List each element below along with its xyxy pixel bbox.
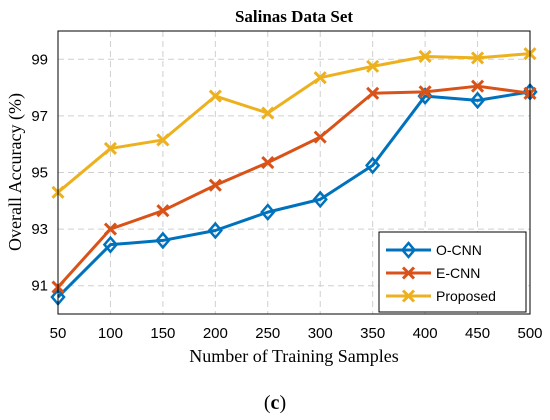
y-tick-label: 97 [31,108,48,125]
data-point [366,59,380,73]
data-point [208,178,222,192]
data-point [469,91,486,110]
data-point [261,106,275,120]
series-line [57,52,531,194]
x-tick-label: 150 [150,325,175,342]
data-point [156,133,170,147]
x-tick-label: 100 [98,325,123,342]
x-tick-label: 500 [517,325,542,342]
y-tick-label: 95 [31,165,48,182]
data-point [102,235,119,254]
series-line [56,90,531,299]
data-point [366,86,380,100]
data-point [156,204,170,218]
x-axis-label: Number of Training Samples [189,346,399,366]
legend-entry: Proposed [386,288,496,304]
data-point [313,130,327,144]
y-axis-label: Overall Accuracy (%) [5,93,26,251]
data-point [260,203,276,222]
caption-open-paren: ( [264,392,271,414]
data-point [261,156,275,170]
x-tick-label: 250 [255,325,280,342]
data-point [207,221,223,240]
x-tick-labels: 50 100 150 200 250 300 350 400 450 500 [50,325,543,342]
data-point [313,71,327,85]
series-line [56,84,531,289]
data-point [155,231,171,250]
data-point [418,49,432,64]
data-point [312,190,328,209]
data-point [103,141,118,156]
y-tick-label: 91 [31,278,48,295]
series-e-cnn [51,79,537,294]
legend-entry: E-CNN [386,265,480,281]
caption-letter: c [271,392,280,414]
caption-close-paren: ) [279,392,286,414]
x-tick-label: 300 [308,325,333,342]
x-tick-label: 350 [360,325,385,342]
legend-label: E-CNN [436,265,480,281]
data-point [470,51,485,65]
x-tick-label: 450 [465,325,490,342]
data-point [470,79,485,93]
legend-label: Proposed [436,288,496,304]
y-tick-label: 93 [31,221,48,238]
x-tick-label: 200 [203,325,228,342]
y-tick-label: 99 [31,51,48,68]
legend-marker [401,289,416,303]
x-tick-label: 50 [50,325,67,342]
series-proposed [51,47,537,199]
legend-label: O-CNN [436,242,482,258]
data-point [208,89,222,103]
data-point [365,156,381,175]
x-tick-label: 400 [413,325,438,342]
series-layer [50,47,538,306]
plot-frame [57,30,531,315]
chart-title: Salinas Data Set [235,7,353,26]
data-point [103,222,118,236]
legend-marker [401,266,416,280]
legend-entry: O-CNN [386,241,482,259]
data-point [418,85,432,99]
legend-marker [400,241,417,259]
figure-caption: (c) [264,392,286,414]
legend: O-CNN E-CNN Proposed [378,231,527,313]
y-tick-labels: 91 93 95 97 99 [31,51,48,294]
